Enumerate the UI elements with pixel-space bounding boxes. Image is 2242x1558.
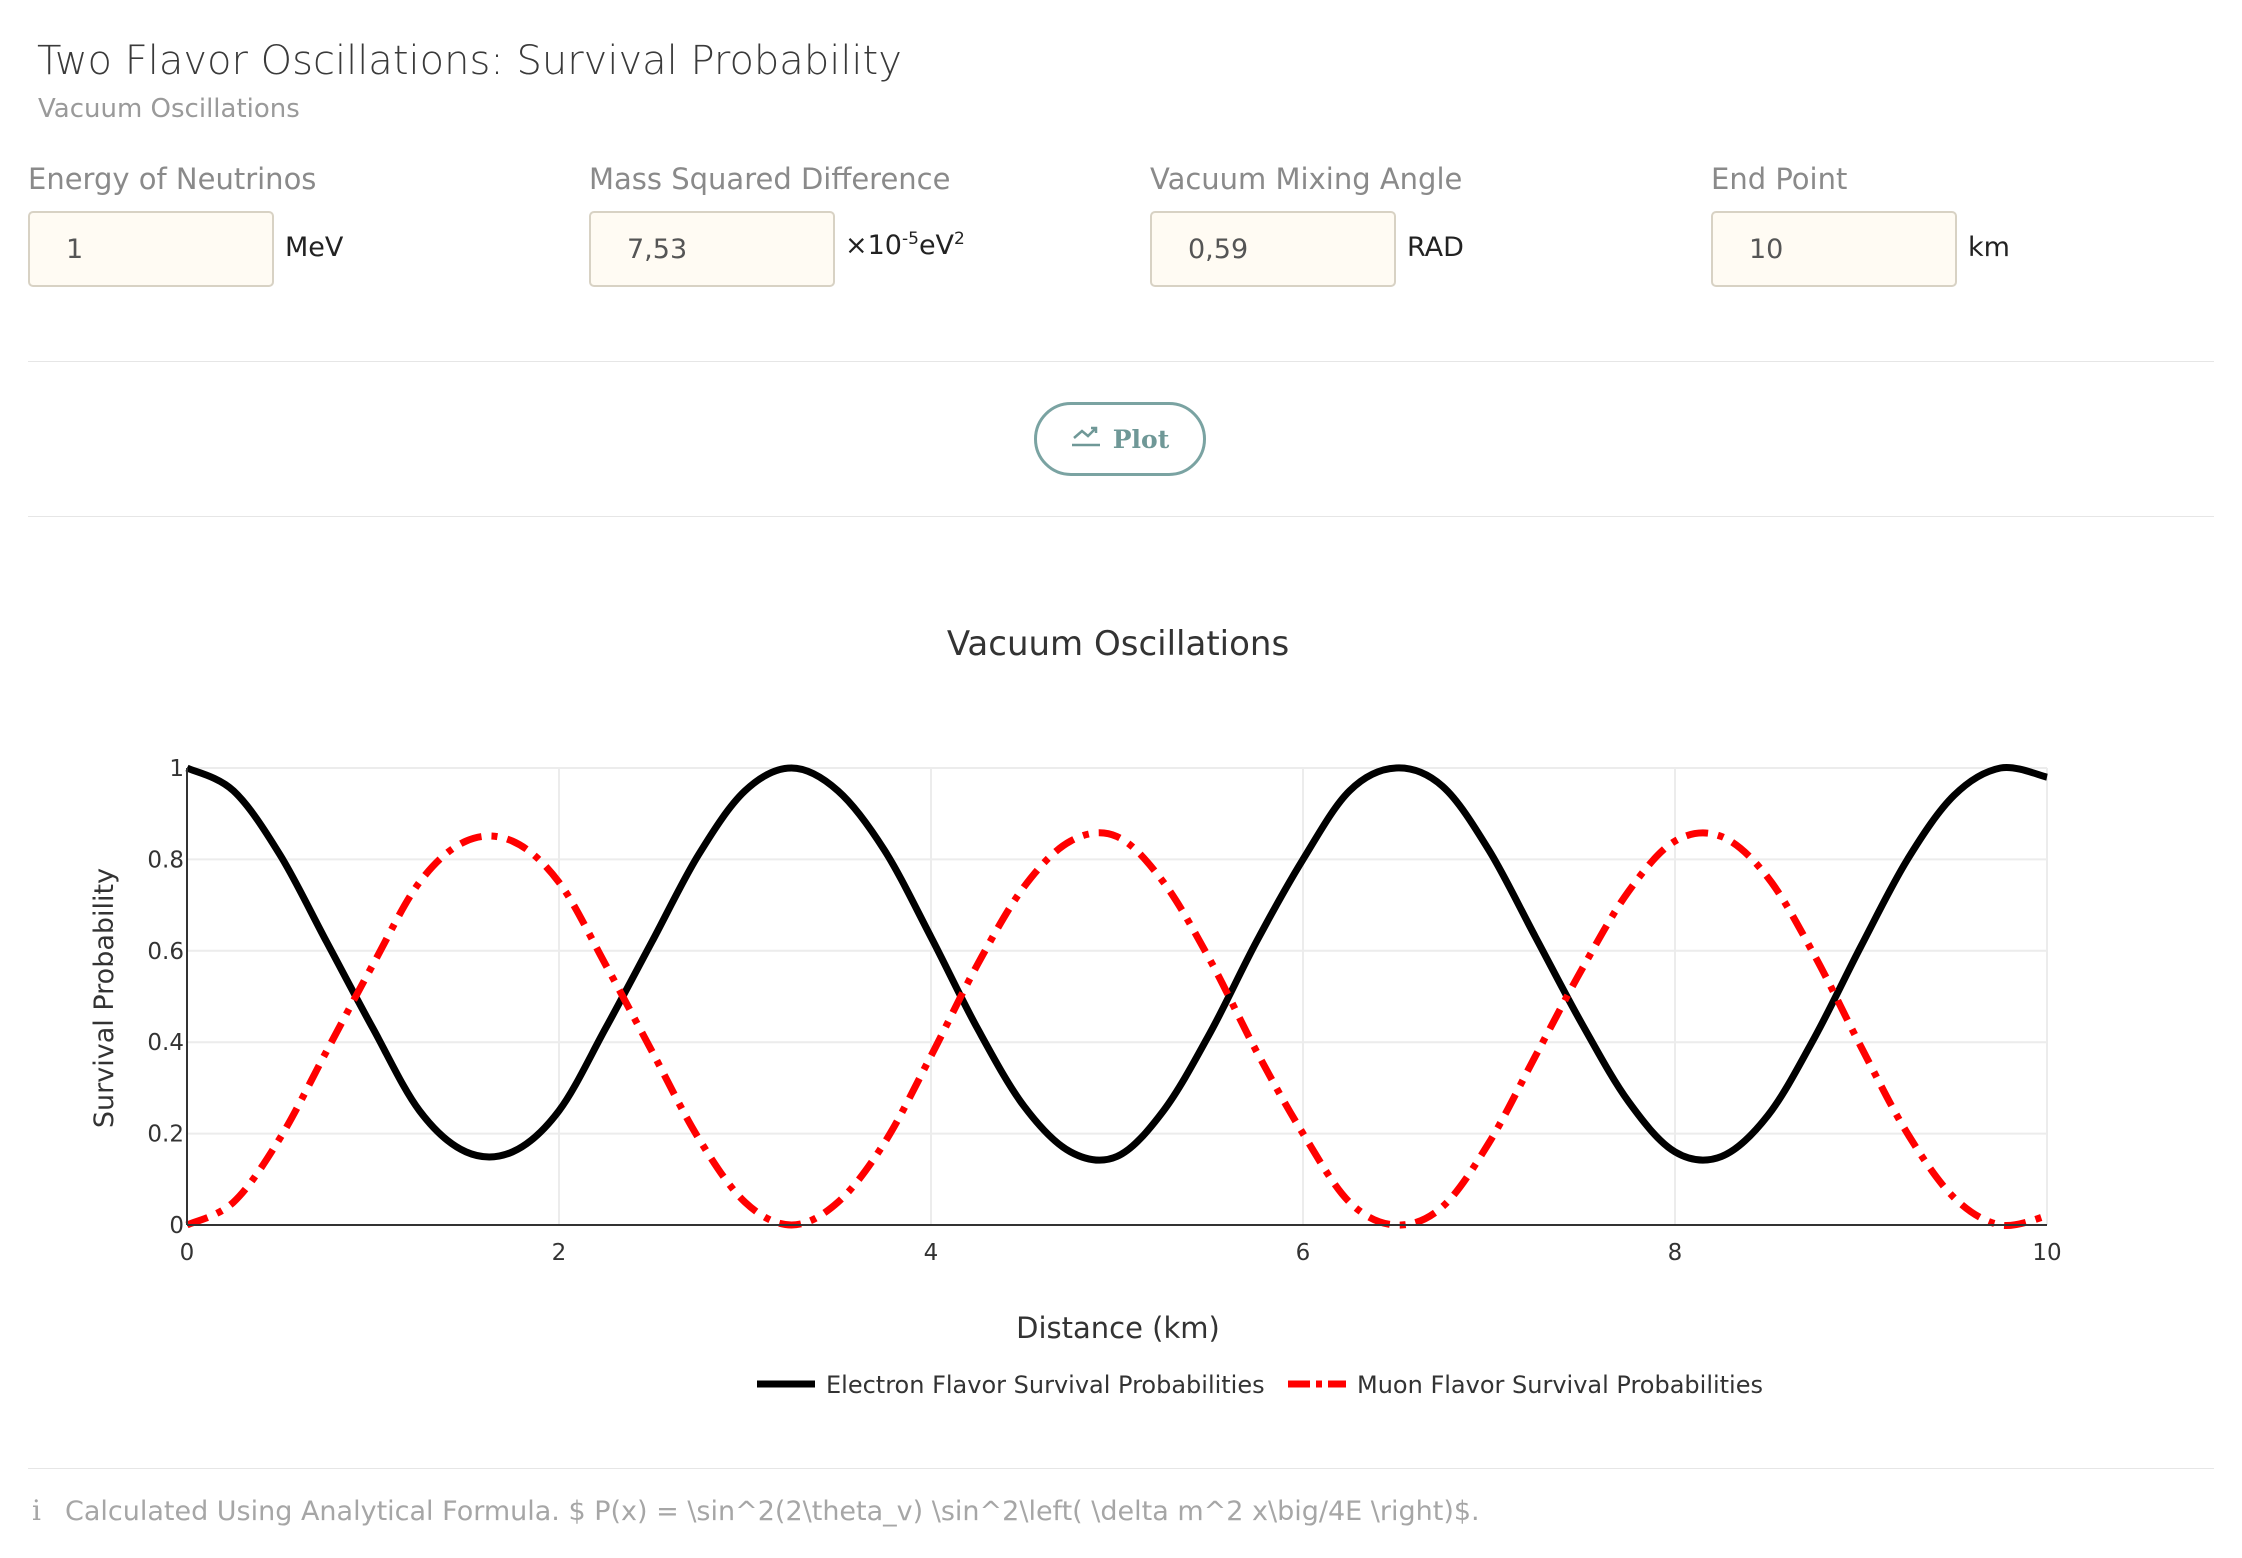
chart-title: Vacuum Oscillations [946,624,1290,664]
divider [28,516,2214,517]
end-point-unit: km [1968,232,2010,263]
divider [28,1468,2214,1469]
mass-diff-unit-prefix: ×10 [845,230,902,261]
mass-diff-input[interactable] [589,211,835,287]
end-point-label: End Point [1711,162,1848,196]
x-tick-label: 8 [1668,1240,1683,1266]
info-note: i Calculated Using Analytical Formula. $ … [32,1494,1480,1527]
page-subtitle: Vacuum Oscillations [38,94,300,124]
legend-muon-label: Muon Flavor Survival Probabilities [1357,1371,1763,1399]
y-tick-label: 0.2 [147,1122,184,1148]
chart: 0 2 4 6 8 10 0 0.2 0.4 0.6 0.8 1 Survival Probabili… [89,756,2062,1399]
info-icon: i [32,1494,41,1527]
mass-diff-unit-base: eV [918,230,955,261]
end-point-input[interactable] [1711,211,1957,287]
legend-electron-label: Electron Flavor Survival Probabilities [826,1371,1265,1399]
energy-input[interactable] [28,211,274,287]
mixing-angle-unit: RAD [1407,232,1464,263]
x-tick-label: 4 [924,1240,939,1266]
y-tick-label: 1 [169,756,184,782]
x-tick-label: 2 [552,1240,567,1266]
mass-diff-label: Mass Squared Difference [589,162,951,196]
plot-button-label: Plot [1112,424,1170,454]
mass-diff-unit-exp2: 2 [954,229,965,249]
divider [28,361,2214,362]
mass-diff-unit-exp: -5 [901,229,919,249]
y-tick-label: 0.8 [147,847,184,873]
page-title: Two Flavor Oscillations: Survival Probab… [37,38,902,84]
x-axis-label: Distance (km) [1016,1311,1220,1345]
y-axis-label: Survival Probability [89,868,120,1128]
y-tick-label: 0 [169,1213,184,1239]
chart-line-icon [1071,424,1101,454]
plot-button[interactable]: Plot [1034,402,1206,476]
y-tick-label: 0.4 [147,1030,184,1056]
x-tick-label: 6 [1296,1240,1311,1266]
electron-series-line [185,763,2048,1164]
muon-series-line [185,829,2048,1230]
info-text: Calculated Using Analytical Formula. $ P… [64,1496,1480,1527]
x-tick-label: 10 [2032,1240,2061,1266]
energy-label: Energy of Neutrinos [28,162,317,196]
mixing-angle-input[interactable] [1150,211,1396,287]
y-tick-label: 0.6 [147,939,184,965]
mixing-angle-label: Vacuum Mixing Angle [1150,162,1463,196]
mass-diff-unit: ×10-5eV2 [845,229,965,261]
x-tick-label: 0 [180,1240,195,1266]
energy-unit: MeV [285,232,344,263]
